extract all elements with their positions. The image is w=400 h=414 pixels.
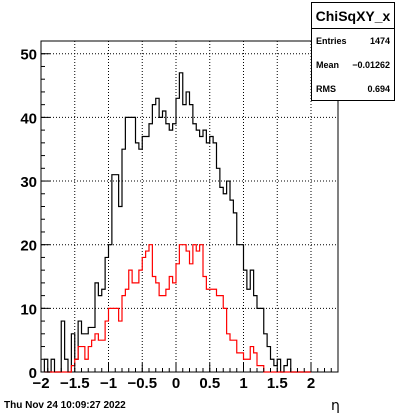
stats-mean-label: Mean — [316, 60, 340, 70]
x-tick-label: 1 — [239, 375, 247, 392]
y-tick-label: 20 — [20, 238, 37, 255]
stats-rms-value: 0.694 — [367, 84, 390, 94]
x-tick-label: −1.5 — [60, 375, 90, 392]
histogram-series-0 — [43, 72, 311, 373]
x-tick-label: 1.5 — [267, 375, 288, 392]
stats-title: ChiSqXY_x — [312, 3, 394, 29]
y-tick-label: 40 — [20, 110, 37, 127]
stats-entries-value: 1474 — [369, 36, 390, 46]
x-tick-label: −0.5 — [127, 375, 157, 392]
x-tick-label: −1 — [100, 375, 117, 392]
stats-row-entries: Entries 1474 — [312, 29, 394, 53]
stats-rms-label: RMS — [316, 84, 336, 94]
stats-mean-value: −0.01262 — [352, 60, 390, 70]
grid-lines — [40, 41, 338, 373]
stats-row-mean: Mean −0.01262 — [312, 53, 394, 77]
y-tick-label: 30 — [20, 174, 37, 191]
x-tick-label: 0 — [172, 375, 180, 392]
histogram-series-1 — [44, 244, 311, 373]
x-axis-title: η — [331, 398, 340, 414]
y-tick-label: 50 — [20, 47, 37, 64]
stats-entries-label: Entries — [316, 36, 347, 46]
x-tick-label: −2 — [32, 375, 49, 392]
footer-date: Thu Nov 24 10:09:27 2022 — [4, 400, 126, 411]
stats-row-rms: RMS 0.694 — [312, 77, 394, 101]
stats-box: ChiSqXY_x Entries 1474 Mean −0.01262 RMS… — [311, 2, 395, 101]
x-tick-label: 2 — [307, 375, 315, 392]
histogram-series — [43, 72, 311, 373]
plot-frame — [40, 40, 339, 373]
y-tick-label: 10 — [20, 301, 37, 318]
y-tick-label: 0 — [29, 365, 37, 382]
x-tick-label: 0.5 — [199, 375, 220, 392]
